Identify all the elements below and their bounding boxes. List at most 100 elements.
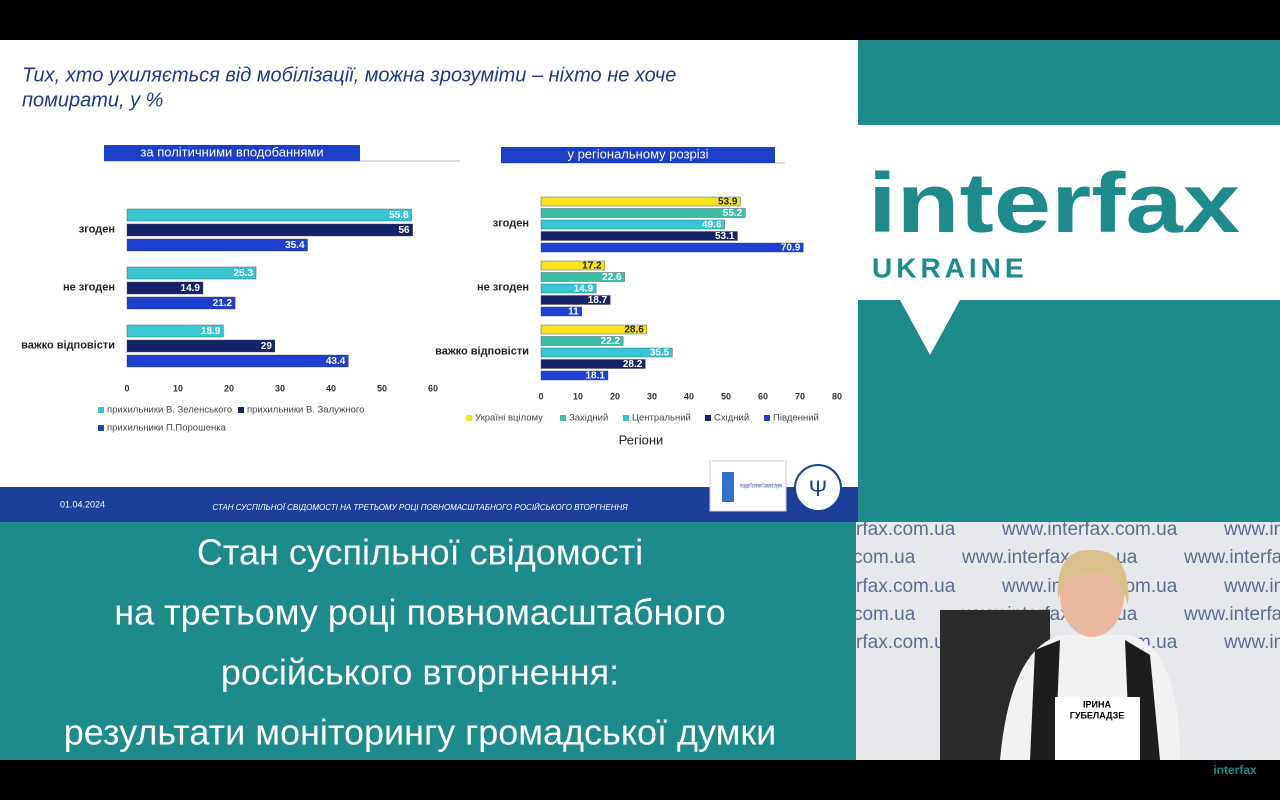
slide-footer-text: СТАН СУСПІЛЬНОЇ СВІДОМОСТІ НА ТРЕТЬОМУ Р… [212,503,628,512]
bar [540,324,648,335]
value-label: 49.6 [702,220,722,231]
x-tick-label: 20 [610,391,620,401]
value-label: 29 [261,341,273,352]
logo-icon [722,472,734,502]
bar [540,219,725,230]
value-label: 18.9 [201,326,221,337]
legend-swatch [623,415,629,421]
x-tick-label: 30 [275,383,285,393]
logo-seal [794,464,842,512]
logo-psi: Ψ [809,476,827,501]
bar [540,336,624,346]
x-tick-label: 40 [326,383,336,393]
watermark: www.interfax.com.ua [739,604,916,625]
value-label: 53.1 [715,231,735,242]
bar [126,208,412,222]
bar [126,223,413,237]
video: www.interfax.com.ua www.interfax.com.ua ww… [739,519,1280,760]
legend-swatch [238,407,244,413]
legend-swatch [705,415,711,421]
value-label: 21.2 [213,298,233,309]
subtitle-box [104,145,360,161]
banner [0,522,856,760]
speaker-hair [1057,549,1129,605]
legend-label: Західний [569,413,608,424]
value-label: 14.9 [574,284,594,295]
chart-subtitle: у регіональному розрізі [567,146,708,161]
bar [540,283,597,294]
brand-region: UKRAINE [872,252,1028,283]
x-tick-label: 50 [377,383,387,393]
x-tick-label: 20 [224,383,234,393]
x-tick-label: 60 [428,383,438,393]
value-label: 35.4 [285,240,305,251]
watermark: www.interfax.com.ua [1223,519,1280,540]
legend-label: прихильники П.Порошенка [107,423,227,434]
bar [126,266,257,280]
x-tick-label: 30 [647,391,657,401]
value-label: 14.9 [181,283,201,294]
speaker-first-name: ІРИНА [1083,699,1111,709]
legend-label: прихильники В. Залужного [247,405,364,416]
bar [540,196,741,207]
value-label: 18.1 [586,371,606,382]
x-tick-label: 80 [832,391,842,401]
value-label: 56 [398,225,410,236]
category-label: важко відповісти [435,346,529,358]
x-tick-label: 10 [173,383,183,393]
watermark: www.interfax.com.ua [1001,519,1178,540]
watermark: www.interfax.com.ua [739,547,916,568]
value-label: 28.2 [623,359,643,370]
brand-band [858,125,1280,355]
x-tick-label: 0 [124,383,129,393]
legend-label: Центральний [632,413,691,424]
category-label: не згоден [63,281,115,293]
value-label: 55.8 [389,210,409,221]
value-label: 43.4 [326,356,346,367]
bar [540,260,605,271]
slide [0,40,858,522]
watermark: www.interfax.com.ua [1223,632,1280,653]
bar [540,208,746,218]
bar [126,296,236,310]
category-label: згоден [493,218,529,230]
legend-label: Україні вцілому [475,413,543,424]
speaker-vest [1030,640,1060,760]
watermark: www.interfax.com.ua [1183,547,1280,568]
legend-swatch [98,407,104,413]
x-tick-label: 70 [795,391,805,401]
watermark: www.interfax.com.ua [1183,604,1280,625]
bar [540,295,611,305]
legend-swatch [466,415,472,421]
nameplate [1055,697,1140,760]
bar [540,306,582,317]
x-tick-label: 50 [721,391,731,401]
slide-date: 01.04.2024 [60,499,105,509]
bar [126,281,204,295]
watermark: www.interfax.com.ua [779,632,956,653]
corner-logo: interfax [1213,763,1257,777]
category-label: не згоден [477,282,529,294]
value-label: 25.3 [234,268,254,279]
legend-swatch [764,415,770,421]
logo-text: Асоціація Політичних Психологів України [740,484,782,490]
watermark: www.interfax.com.ua [779,576,956,597]
chart-subtitle: за політичними вподобаннями [140,144,323,159]
bar [540,347,673,358]
legend-label: Східний [714,413,749,424]
x-tick-label: 10 [573,391,583,401]
value-label: 22.2 [601,336,621,347]
x-axis-label: Регіони [619,432,664,447]
x-tick-label: 40 [684,391,694,401]
value-label: 28.6 [624,325,644,336]
bar [540,242,804,253]
bar [126,339,276,353]
value-label: 17.2 [582,261,602,272]
bar [540,231,738,241]
watermark: www.interfax.com.ua [1223,576,1280,597]
banner-line: результати моніторингу громадської думки [64,712,776,753]
bar [540,272,625,282]
value-label: 35.5 [650,348,670,359]
